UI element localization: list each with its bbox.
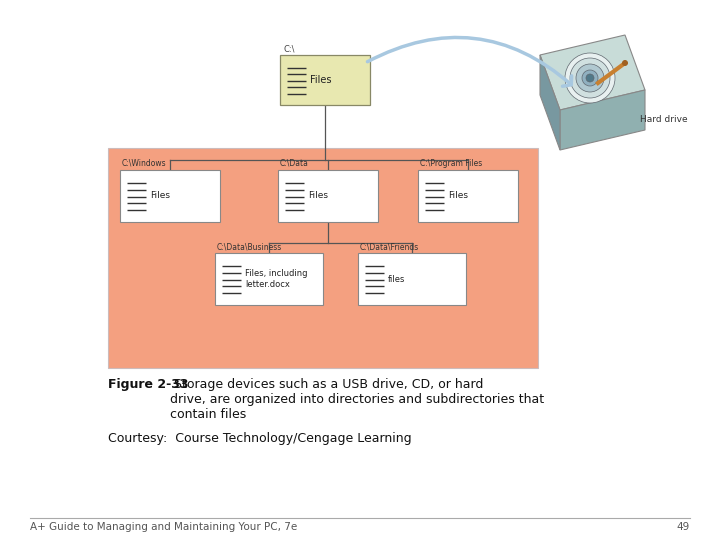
Circle shape (582, 70, 598, 86)
Circle shape (622, 60, 628, 66)
Text: Files: Files (448, 192, 468, 200)
Circle shape (565, 53, 615, 103)
Text: C:\Program Files: C:\Program Files (420, 159, 482, 168)
Circle shape (570, 58, 610, 98)
Polygon shape (560, 90, 645, 150)
Text: C:\: C:\ (284, 44, 295, 53)
Circle shape (576, 64, 604, 92)
Text: Courtesy:  Course Technology/Cengage Learning: Courtesy: Course Technology/Cengage Lear… (108, 432, 412, 445)
Bar (358, 253, 466, 305)
Text: Files: Files (310, 75, 331, 85)
Text: Storage devices such as a USB drive, CD, or hard
drive, are organized into direc: Storage devices such as a USB drive, CD,… (170, 378, 544, 421)
Text: C:\Data: C:\Data (280, 159, 309, 168)
Text: C:\Data\Friends: C:\Data\Friends (360, 242, 419, 251)
Bar (120, 170, 220, 222)
Bar (418, 170, 518, 222)
Circle shape (586, 74, 594, 82)
Bar (108, 148, 538, 368)
Text: C:\Windows: C:\Windows (122, 159, 166, 168)
Text: A+ Guide to Managing and Maintaining Your PC, 7e: A+ Guide to Managing and Maintaining You… (30, 522, 297, 532)
Text: Files: Files (150, 192, 170, 200)
Text: Hard drive: Hard drive (640, 116, 688, 125)
Polygon shape (540, 35, 645, 110)
Bar (215, 253, 323, 305)
Text: files: files (388, 274, 405, 284)
Text: C:\Data\Business: C:\Data\Business (217, 242, 282, 251)
Bar (278, 170, 378, 222)
Text: Files, including
letter.docx: Files, including letter.docx (245, 269, 307, 289)
Bar (280, 55, 370, 105)
Polygon shape (540, 55, 560, 150)
Text: Files: Files (308, 192, 328, 200)
Text: 49: 49 (677, 522, 690, 532)
Text: Figure 2-33: Figure 2-33 (108, 378, 189, 391)
